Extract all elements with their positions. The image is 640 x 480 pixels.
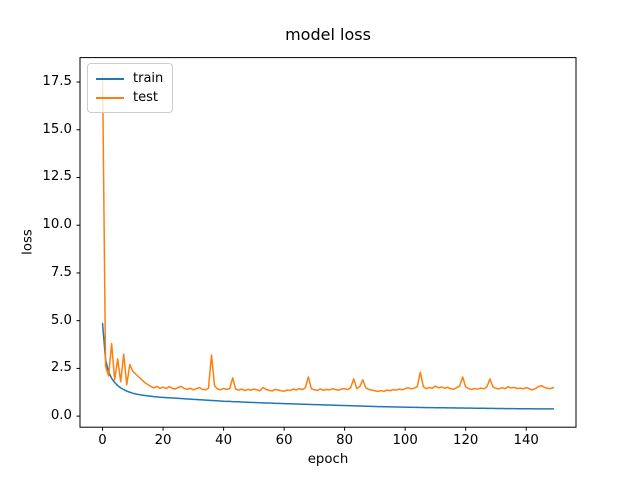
- x-tick-label: 0: [98, 433, 107, 448]
- y-tick-label: 15.0: [42, 121, 72, 137]
- chart-title: model loss: [285, 25, 371, 44]
- y-tick-label: 17.5: [42, 74, 72, 90]
- y-tick-label: 0.0: [50, 408, 72, 424]
- series-line-train: [101, 322, 555, 410]
- legend-label-test: test: [133, 89, 158, 105]
- x-tick-label: 20: [154, 433, 172, 448]
- x-axis-label: epoch: [307, 452, 349, 467]
- y-axis-label: loss: [20, 229, 36, 255]
- y-tick-label: 2.5: [50, 360, 72, 376]
- y-tick-label: 7.5: [50, 264, 72, 280]
- legend: train test: [87, 63, 174, 113]
- x-tick-label: 120: [452, 433, 479, 448]
- series-line-test: [101, 73, 555, 393]
- legend-item-train: train: [96, 69, 163, 88]
- x-tick-label: 40: [215, 433, 233, 448]
- y-tick-label: 5.0: [50, 312, 72, 328]
- x-tick-label: 100: [392, 433, 418, 448]
- legend-item-test: test: [96, 88, 163, 107]
- legend-label-train: train: [133, 70, 164, 86]
- y-tick-label: 10.0: [42, 217, 72, 233]
- x-tick-label: 60: [275, 433, 293, 448]
- test-line-swatch: [96, 96, 124, 99]
- y-tick-label: 12.5: [42, 169, 72, 185]
- x-tick-label: 140: [513, 433, 539, 448]
- plot-frame: [79, 57, 577, 428]
- train-line-swatch: [96, 77, 124, 80]
- x-tick-label: 80: [336, 433, 354, 448]
